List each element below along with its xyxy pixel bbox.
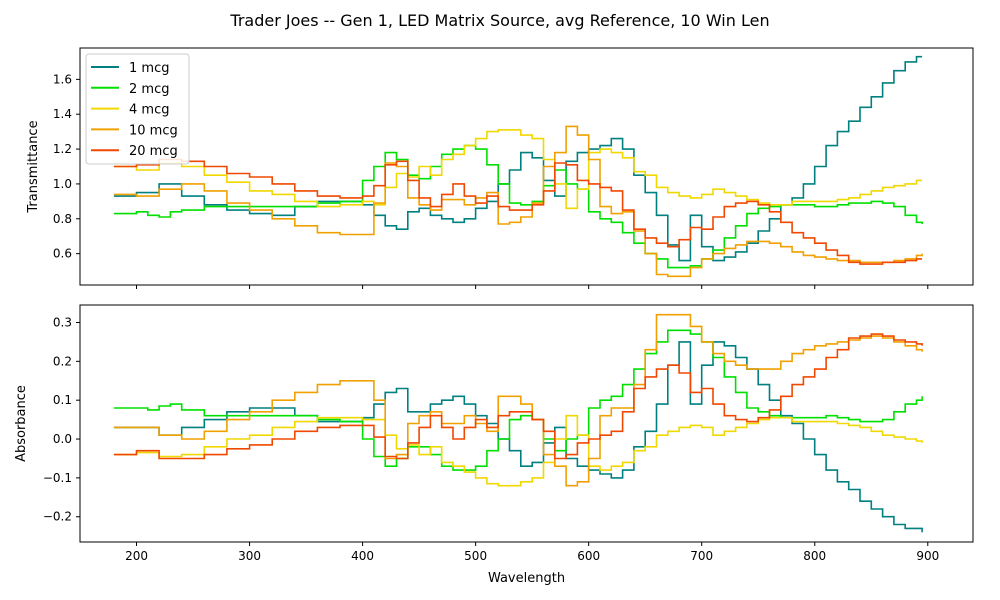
- y-axis-title: Transmittance: [26, 120, 41, 213]
- series-line-10-mcg: [113, 313, 923, 487]
- series-line-4-mcg: [113, 129, 923, 210]
- series-line-2-mcg: [113, 144, 923, 269]
- y-tick-label: 0.0: [53, 432, 72, 446]
- x-axis-title: Wavelength: [488, 571, 565, 586]
- x-tick-label: 800: [803, 549, 826, 563]
- series-line-1-mcg: [113, 55, 923, 262]
- legend: 1 mcg 2 mcg 4 mcg 10 mcg 20 mcg: [85, 53, 190, 165]
- series-line-10-mcg: [113, 125, 923, 278]
- y-tick-label: 1.2: [53, 142, 72, 156]
- y-tick-label: −0.2: [43, 510, 72, 524]
- transmittance-panel: 0.6 0.8 1.0 1.2 1.4 1.6 Transmittance 1 mcg 2 mc…: [26, 47, 974, 289]
- y-tick-label: 0.3: [53, 315, 72, 329]
- x-tick-label: 700: [690, 549, 713, 563]
- axes-frame: [79, 304, 974, 543]
- series-line-20-mcg: [113, 158, 923, 265]
- x-tick-label: 200: [125, 549, 148, 563]
- y-tick-label: 1.6: [53, 72, 72, 86]
- y-tick-label: 1.4: [53, 107, 72, 121]
- series-line-4-mcg: [113, 414, 923, 487]
- legend-label-1-mcg: 1 mcg: [129, 61, 169, 76]
- x-tick-label: 400: [351, 549, 374, 563]
- x-tick-label: 500: [464, 549, 487, 563]
- legend-label-20-mcg: 20 mcg: [129, 144, 178, 159]
- x-tick-label: 600: [577, 549, 600, 563]
- y-tick-label: 0.1: [53, 393, 72, 407]
- absorbance-panel: 200 300 400 500 600 700 800 900 −0.2 −0.1 0.0 0.1 0.…: [14, 304, 974, 586]
- legend-box: [85, 53, 190, 165]
- legend-label-10-mcg: 10 mcg: [129, 123, 178, 138]
- axes-frame: [79, 47, 974, 286]
- y-axis-title: Absorbance: [14, 385, 29, 462]
- x-tick-label: 900: [916, 549, 939, 563]
- figure-title: Trader Joes -- Gen 1, LED Matrix Source,…: [229, 11, 769, 30]
- x-tick-label: 300: [238, 549, 261, 563]
- series-line-20-mcg: [113, 333, 923, 460]
- y-tick-label: 0.8: [53, 212, 72, 226]
- legend-label-2-mcg: 2 mcg: [129, 82, 169, 97]
- y-tick-label: 1.0: [53, 177, 72, 191]
- legend-label-4-mcg: 4 mcg: [129, 103, 169, 118]
- series-line-1-mcg: [113, 341, 923, 533]
- y-tick-label: 0.6: [53, 247, 72, 261]
- y-tick-label: 0.2: [53, 354, 72, 368]
- y-tick-label: −0.1: [43, 471, 72, 485]
